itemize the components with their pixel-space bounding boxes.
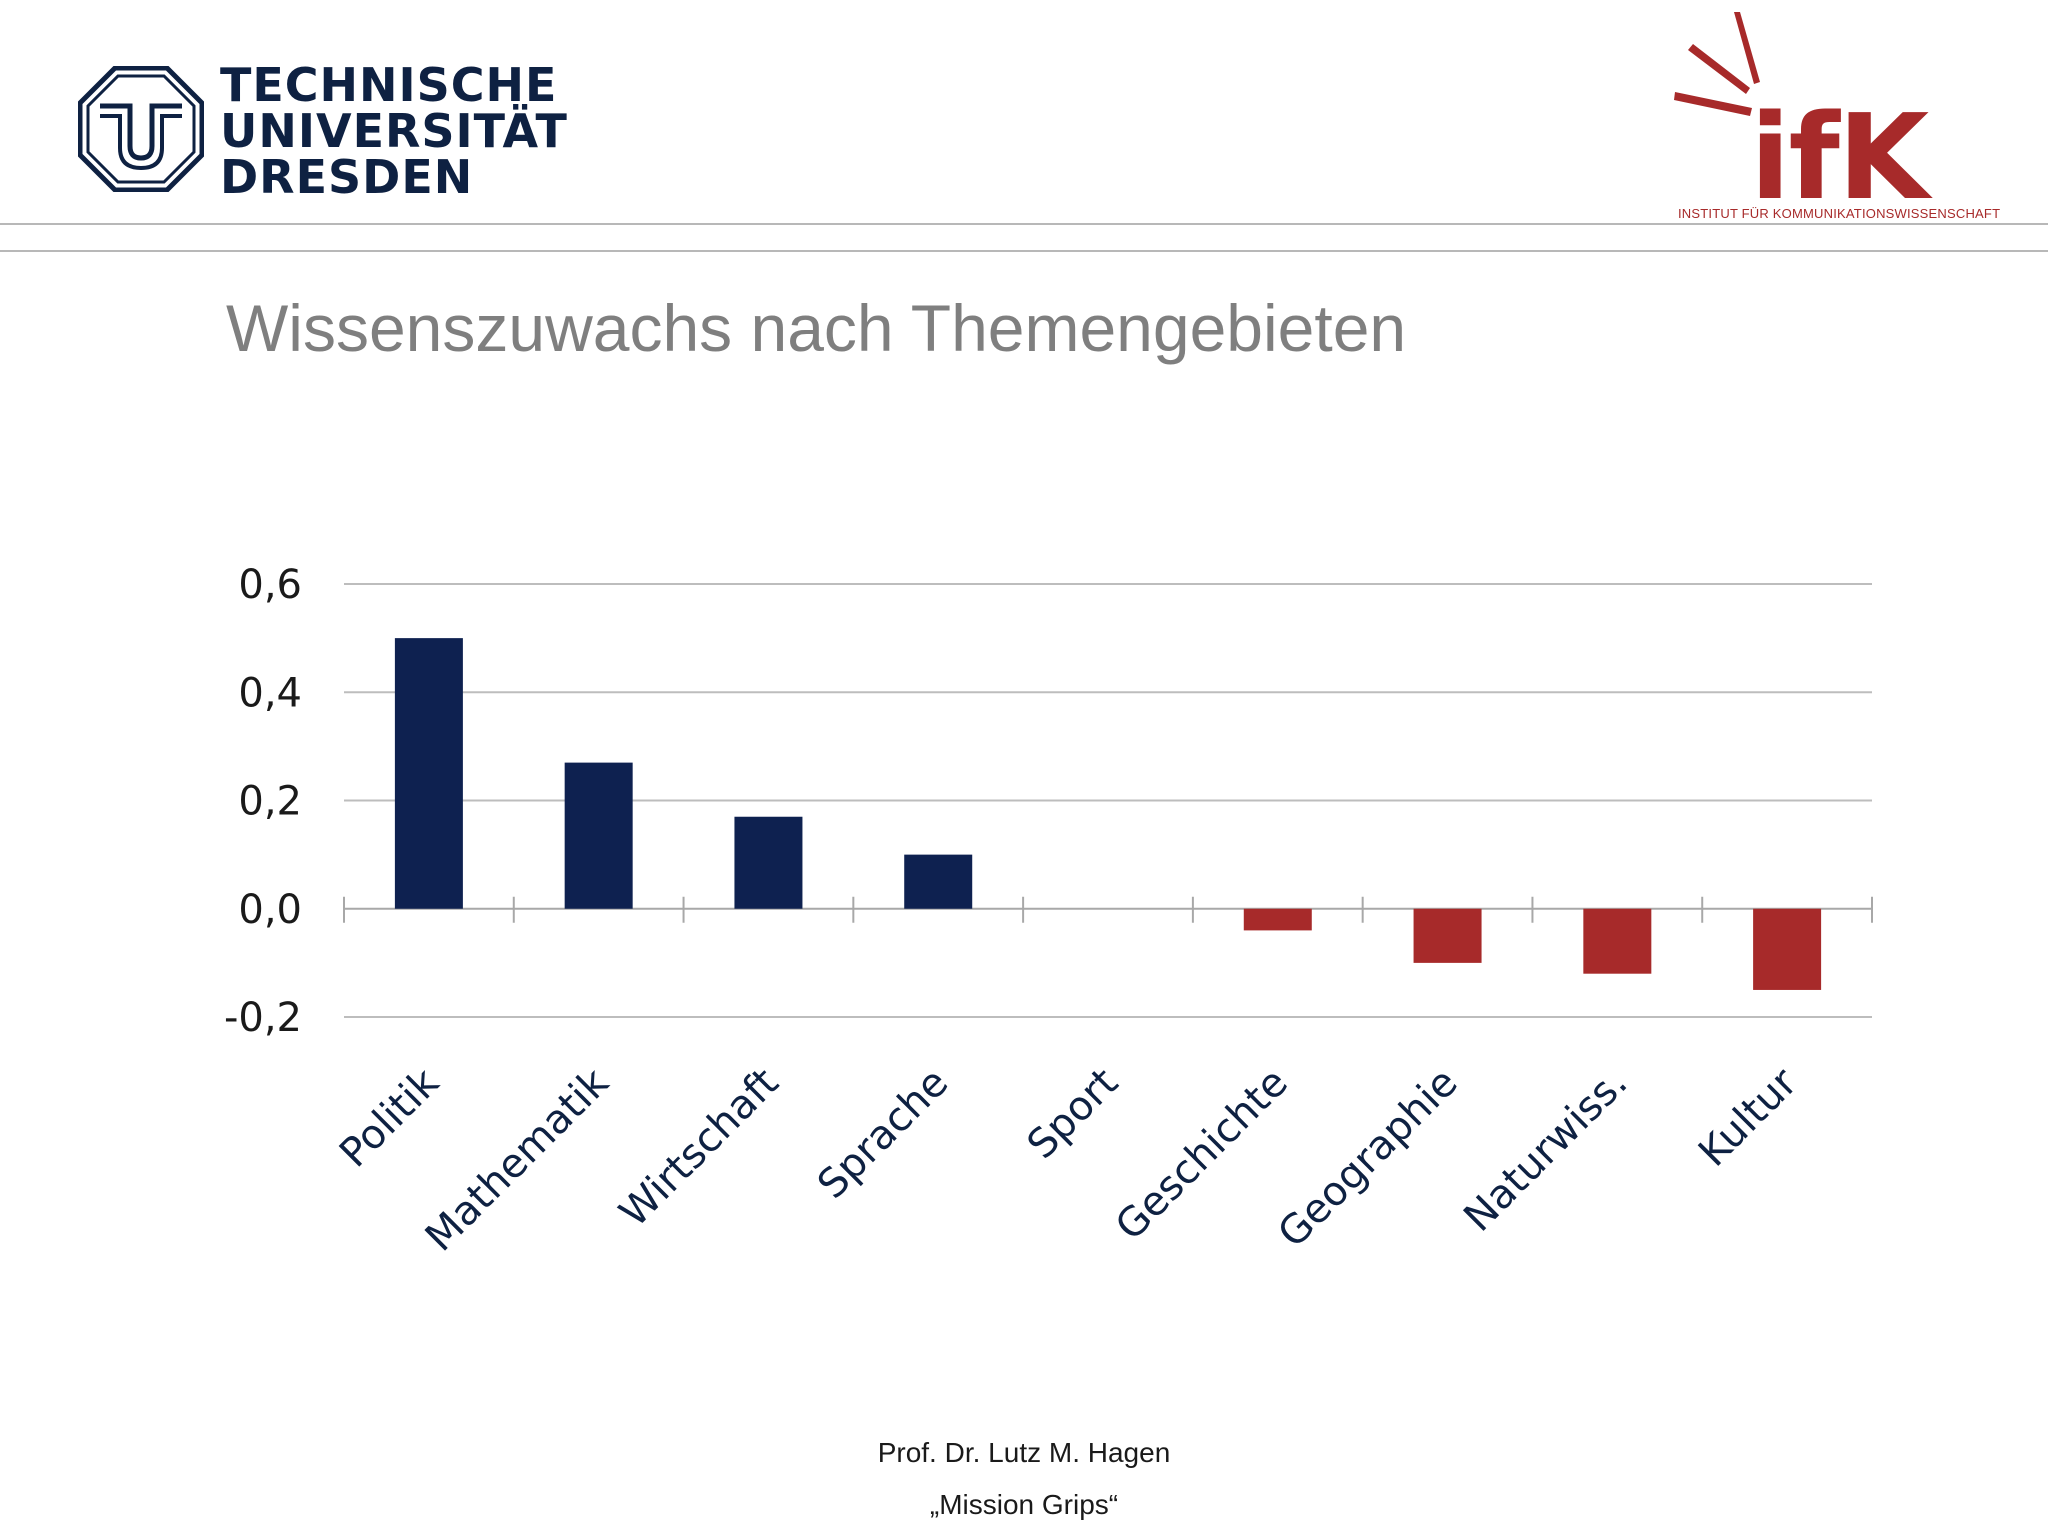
y-tick-label: 0,4	[238, 670, 302, 716]
y-tick-label: 0,0	[238, 887, 302, 933]
bar-wirtschaft	[734, 816, 803, 909]
bar-geographie	[1413, 908, 1482, 963]
ifk-logo: ifK INSTITUT FÜR KOMMUNIKATIONSWISSENSCH…	[1660, 10, 2000, 226]
ifk-subtitle: INSTITUT FÜR KOMMUNIKATIONSWISSENSCHAFT	[1678, 206, 2001, 221]
category-label: Kultur	[1690, 1059, 1806, 1175]
ifk-rays-icon	[1674, 12, 1760, 116]
ifk-wordmark: ifK	[1750, 88, 1929, 226]
category-label: Politik	[331, 1059, 449, 1177]
tu-dresden-wordmark-line-1: TECHNISCHE	[220, 58, 558, 112]
tu-dresden-wordmark-line-3: DRESDEN	[220, 150, 474, 204]
y-tick-label: 0,2	[238, 779, 302, 825]
bar-naturwiss	[1583, 908, 1652, 974]
bar-geschichte	[1243, 908, 1312, 931]
category-label: Naturwiss.	[1455, 1060, 1636, 1241]
slide-title: Wissenszuwachs nach Themengebieten	[226, 291, 1407, 365]
bar-politik	[394, 638, 463, 909]
tu-dresden-wordmark-line-2: UNIVERSITÄT	[220, 104, 568, 158]
footer-author: Prof. Dr. Lutz M. Hagen	[877, 1437, 1171, 1468]
bar-kultur	[1753, 908, 1822, 990]
y-tick-label: -0,2	[224, 995, 302, 1041]
chart-y-axis-labels: 0,6 0,4 0,2 0,0 -0,2	[224, 562, 302, 1041]
category-label: Mathematik	[417, 1059, 618, 1260]
tu-dresden-logo: TECHNISCHE UNIVERSITÄT DRESDEN	[78, 62, 567, 202]
bar-sprache	[904, 854, 973, 909]
footer-project: „Mission Grips“	[929, 1489, 1119, 1520]
bar-mathematik	[564, 762, 633, 909]
chart-bars	[394, 638, 1822, 990]
header-divider-bottom	[0, 250, 2048, 252]
y-tick-label: 0,6	[238, 562, 302, 608]
category-label: Wirtschaft	[611, 1060, 788, 1237]
category-label: Sprache	[809, 1060, 957, 1208]
category-label: Sport	[1019, 1060, 1127, 1168]
tu-dresden-wordmark: TECHNISCHE UNIVERSITÄT DRESDEN	[220, 62, 568, 200]
category-label: Geographie	[1269, 1060, 1466, 1257]
header-divider-top	[0, 223, 2048, 225]
category-label: Geschichte	[1107, 1060, 1297, 1250]
tu-dresden-emblem-icon	[78, 66, 204, 192]
